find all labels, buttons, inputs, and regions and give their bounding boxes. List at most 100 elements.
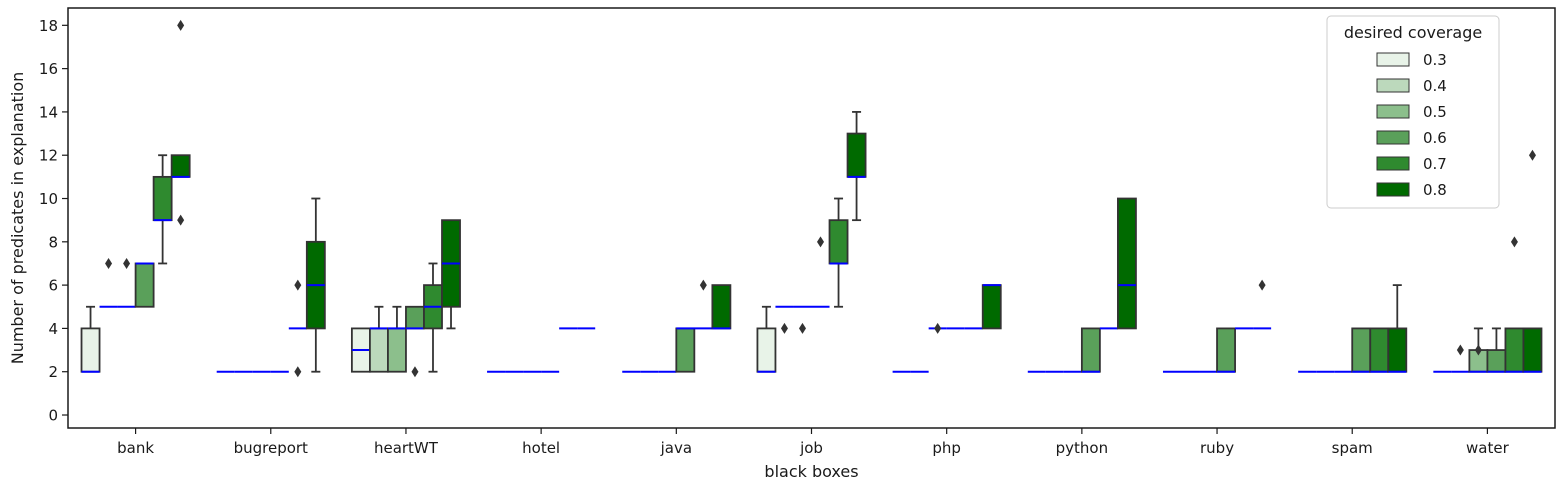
box-heartWT-0.3	[350, 327, 371, 373]
box-body	[756, 327, 777, 373]
box-python-0.8	[1117, 197, 1137, 330]
x-tick-label: water	[1466, 439, 1510, 457]
box-body	[1522, 327, 1543, 373]
outlier-point	[177, 19, 185, 31]
y-axis-label: Number of predicates in explanation	[8, 72, 27, 365]
legend-title: desired coverage	[1344, 23, 1482, 42]
legend-swatch	[1376, 182, 1410, 197]
box-body	[1351, 327, 1372, 373]
x-tick-label: bugreport	[234, 439, 308, 457]
x-tick-label: spam	[1332, 439, 1373, 457]
x-tick-label: python	[1056, 439, 1108, 457]
box-heartWT-0.6	[405, 305, 425, 378]
box-body	[369, 327, 389, 373]
x-tick-label: bank	[117, 439, 154, 457]
box-bank-0.7	[152, 154, 173, 265]
box-body	[387, 327, 407, 373]
outlier-point	[798, 322, 806, 334]
boxes-layer	[80, 19, 1543, 378]
box-bugreport-0.7	[288, 279, 307, 378]
box-job-0.6	[811, 236, 830, 308]
outlier-point	[294, 279, 302, 291]
box-body	[846, 132, 867, 178]
y-tick-label: 8	[48, 233, 58, 251]
legend-swatch	[1376, 156, 1410, 171]
y-tick-label: 14	[39, 103, 58, 121]
legend-entry-label: 0.4	[1423, 77, 1447, 95]
box-water-0.6	[1486, 327, 1507, 373]
y-axis: 0 2 4 6 8 10 12 14 16 18	[39, 17, 68, 425]
y-tick-label: 6	[48, 277, 58, 295]
box-body	[170, 154, 191, 178]
outlier-point	[123, 257, 131, 269]
legend-box	[1326, 15, 1500, 209]
box-bank-0.5	[117, 257, 136, 308]
box-body	[80, 327, 101, 373]
x-tick-label: hotel	[522, 439, 560, 457]
box-bank-0.6	[134, 262, 155, 308]
y-tick-label: 2	[48, 363, 58, 381]
x-tick-label: java	[660, 439, 692, 457]
box-water-0.7	[1504, 236, 1525, 373]
box-body	[1369, 327, 1390, 373]
outlier-point	[411, 366, 419, 378]
box-water-0.5	[1468, 327, 1489, 373]
legend-swatch	[1376, 78, 1410, 93]
box-php-0.8	[981, 284, 1002, 330]
box-body	[152, 175, 173, 222]
legend-entry-label: 0.7	[1423, 155, 1447, 173]
box-water-0.8	[1522, 149, 1543, 373]
legend-swatch	[1376, 130, 1410, 145]
box-body	[675, 327, 696, 373]
y-tick-label: 0	[48, 407, 58, 425]
box-bank-0.4	[99, 257, 118, 308]
x-tick-label: job	[799, 439, 823, 457]
y-tick-label: 10	[39, 190, 58, 208]
box-spam-0.8	[1387, 284, 1408, 373]
outlier-point	[1456, 344, 1464, 356]
box-body	[1504, 327, 1525, 373]
box-heartWT-0.5	[387, 305, 407, 373]
box-body	[981, 284, 1002, 330]
legend-swatch	[1376, 52, 1410, 67]
legend-swatch	[1376, 104, 1410, 119]
outlier-point	[1510, 236, 1518, 248]
box-ruby-0.6	[1216, 327, 1236, 373]
legend: desired coverage 0.3 0.4 0.5 0.6 0.7 0.8	[1326, 15, 1500, 209]
legend-entry-label: 0.6	[1423, 129, 1447, 147]
y-tick-label: 16	[39, 60, 58, 78]
box-body	[1387, 327, 1408, 373]
box-body	[711, 284, 732, 330]
x-tick-label: ruby	[1200, 439, 1234, 457]
outlier-point	[105, 257, 113, 269]
box-spam-0.7	[1369, 327, 1390, 373]
legend-entry-label: 0.8	[1423, 181, 1447, 199]
outlier-point	[1528, 149, 1536, 161]
outlier-point	[934, 322, 942, 334]
box-job-0.4	[775, 305, 794, 334]
box-heartWT-0.8	[441, 219, 461, 330]
y-tick-label: 12	[39, 147, 58, 165]
y-tick-label: 18	[39, 17, 58, 35]
box-body	[828, 219, 849, 265]
box-body	[1216, 327, 1236, 373]
outlier-point	[1474, 344, 1482, 356]
box-java-0.7	[694, 279, 713, 330]
outlier-point	[177, 214, 185, 226]
box-ruby-0.8	[1253, 279, 1272, 330]
box-water-0.4	[1451, 344, 1470, 373]
x-tick-label: heartWT	[374, 439, 439, 457]
box-job-0.7	[828, 197, 849, 308]
box-body	[134, 262, 155, 308]
box-php-0.5	[928, 322, 947, 334]
y-tick-label: 4	[48, 320, 58, 338]
outlier-point	[780, 322, 788, 334]
box-spam-0.6	[1351, 327, 1372, 373]
outlier-point	[294, 366, 302, 378]
box-job-0.8	[846, 111, 867, 222]
box-body	[1117, 197, 1137, 330]
box-heartWT-0.4	[369, 305, 389, 373]
legend-entry-label: 0.3	[1423, 51, 1447, 69]
box-body	[1080, 327, 1101, 373]
x-axis: bank bugreport heartWT hotel java job php pytho…	[117, 428, 1510, 457]
